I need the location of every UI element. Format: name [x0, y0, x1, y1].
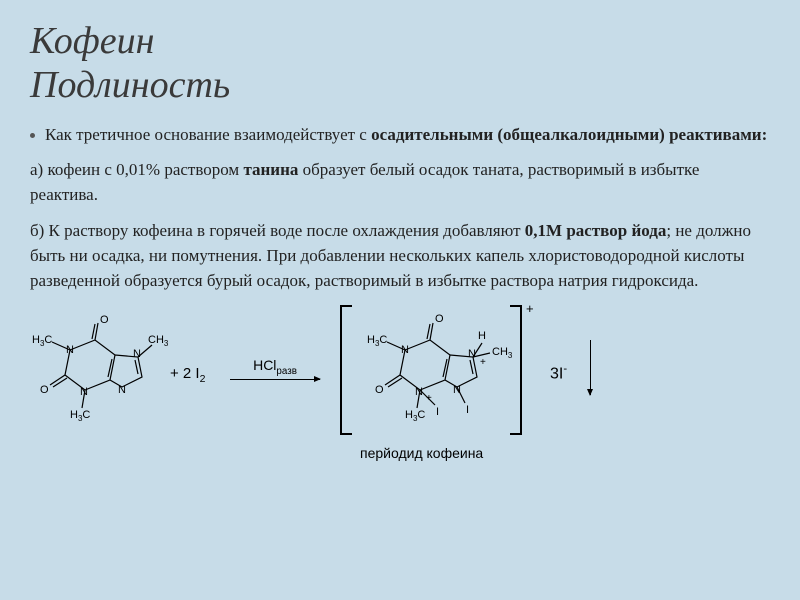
svg-text:H3C: H3C: [32, 334, 52, 348]
bracket-right-icon: [510, 305, 522, 435]
title-line-1: Кофеин: [30, 20, 154, 62]
para-b-bold: 0,1М раствор йода: [525, 221, 667, 240]
intro-bold: осадительными (общеалкалоидными) реактив…: [371, 125, 767, 144]
title-line-2: Подлиность: [30, 64, 230, 106]
svg-text:N: N: [401, 344, 409, 356]
para-b-prefix: б) К раствору кофеина в горячей воде пос…: [30, 221, 525, 240]
svg-text:+: +: [426, 393, 432, 404]
reagent-iodine: + 2 I2: [170, 365, 205, 385]
arrow-line-icon: [230, 379, 320, 380]
svg-text:N: N: [453, 384, 461, 396]
svg-text:O: O: [100, 315, 109, 326]
svg-text:N: N: [118, 384, 126, 396]
svg-text:H3C: H3C: [70, 409, 90, 423]
paragraph-a: а) кофеин с 0,01% раствором танина образ…: [30, 158, 770, 207]
arrow-label-main: HCl: [253, 357, 276, 373]
arrow-label-sub: разв: [276, 366, 296, 377]
counterion-charge: -: [563, 363, 567, 375]
intro-plain: Как третичное основание взаимодействует …: [45, 125, 371, 144]
reaction-caption: перйодид кофеина: [360, 445, 483, 461]
svg-text:CH3: CH3: [148, 334, 169, 348]
caffeine-structure: O O N N N N H3C H3C CH3: [30, 315, 170, 435]
svg-text:N: N: [133, 348, 141, 360]
svg-text:N: N: [468, 348, 476, 360]
counter-ion: 3I-: [550, 363, 567, 383]
svg-text:O: O: [375, 384, 384, 396]
para-a-bold: танина: [243, 160, 298, 179]
intro-text: Как третичное основание взаимодействует …: [45, 123, 767, 148]
svg-text:I: I: [436, 406, 439, 418]
bracket-left-icon: [340, 305, 352, 435]
svg-text:N: N: [415, 386, 423, 398]
slide-title: Кофеин Подлиность: [30, 20, 770, 107]
svg-text:O: O: [40, 384, 49, 396]
paragraph-b: б) К раствору кофеина в горячей воде пос…: [30, 219, 770, 293]
intro-bullet: Как третичное основание взаимодействует …: [30, 123, 770, 148]
svg-text:H3C: H3C: [367, 334, 387, 348]
svg-text:+: +: [480, 357, 486, 368]
svg-text:H: H: [478, 330, 486, 342]
para-a-prefix: а) кофеин с 0,01% раствором: [30, 160, 243, 179]
svg-text:H3C: H3C: [405, 409, 425, 423]
bullet-icon: [30, 133, 35, 138]
reagent-sub: 2: [200, 373, 206, 385]
svg-text:N: N: [80, 386, 88, 398]
reaction-scheme: O O N N N N H3C H3C CH3 + 2 I2 HClразв: [30, 305, 770, 465]
reagent-text: + 2 I: [170, 365, 200, 382]
svg-text:I: I: [466, 404, 469, 416]
svg-text:N: N: [66, 344, 74, 356]
bracket-charge: +: [526, 301, 534, 316]
svg-text:O: O: [435, 313, 444, 325]
reaction-arrow: HClразв: [230, 357, 320, 380]
arrow-label: HClразв: [253, 357, 297, 373]
caffeine-periodide-structure: O O N N N N H3C H3C H CH3 I I + +: [360, 305, 520, 435]
counterion-coeff: 3I: [550, 366, 563, 383]
precipitate-arrow-icon: [590, 340, 591, 395]
